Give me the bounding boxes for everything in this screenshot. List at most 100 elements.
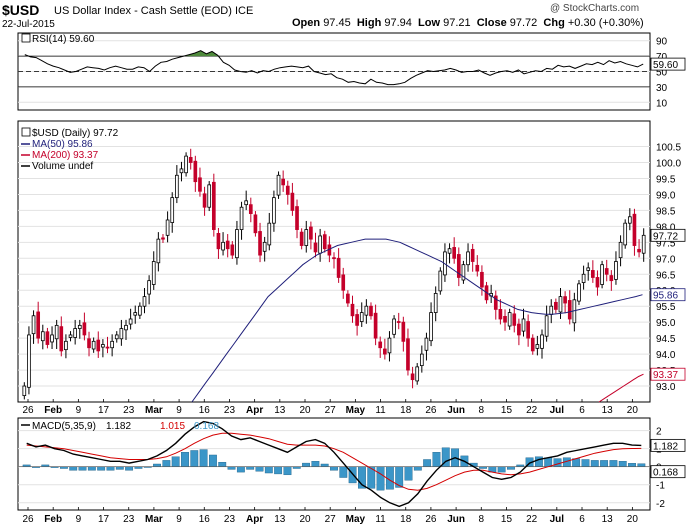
macd-histogram-bar xyxy=(162,460,171,467)
price-y-tick-label: 100.0 xyxy=(656,159,681,170)
candle-body xyxy=(429,312,433,342)
candle-body xyxy=(258,231,262,256)
watermark: @ StockCharts.com xyxy=(550,3,640,14)
price-x-tick-label: 26 xyxy=(22,405,34,416)
price-candle xyxy=(285,180,290,205)
macd-x-tick-label: 13 xyxy=(274,514,286,525)
candle-body xyxy=(558,296,563,313)
macd-histogram-bar xyxy=(153,463,161,467)
price-y-tick-label: 96.5 xyxy=(656,270,676,281)
candle-body xyxy=(40,331,45,342)
macd-x-tick-label: 26 xyxy=(425,514,437,525)
candle-body xyxy=(438,270,443,292)
price-candle xyxy=(424,332,429,361)
candle-body xyxy=(600,264,604,285)
price-candle xyxy=(637,239,641,258)
macd-histogram-bar xyxy=(236,466,245,473)
price-x-tick-label: 13 xyxy=(602,405,614,416)
price-candle xyxy=(138,302,142,319)
candle-body xyxy=(378,341,383,349)
candle-body xyxy=(184,155,188,174)
macd-histogram-bar xyxy=(283,466,292,476)
macd-x-tick-label: 18 xyxy=(400,514,412,525)
candle-body xyxy=(105,346,110,349)
candle-body xyxy=(447,248,452,254)
macd-x-tick-label: 20 xyxy=(299,514,311,525)
price-candle xyxy=(563,291,567,314)
candle-body xyxy=(577,283,581,302)
macd-x-tick-label: 8 xyxy=(478,514,484,525)
high-label: High xyxy=(356,17,382,29)
price-candle xyxy=(369,302,373,320)
close-value: 97.72 xyxy=(509,17,538,29)
price-y-tick-label: 100.5 xyxy=(656,143,681,154)
price-candle xyxy=(452,237,457,264)
candle-body xyxy=(493,295,498,310)
candle-body xyxy=(253,214,258,234)
rsi-current-label: 59.60 xyxy=(650,57,686,71)
low-value: 97.21 xyxy=(443,17,471,29)
price-x-tick-label: 16 xyxy=(199,405,211,416)
price-legend-ma50: MA(50) 95.86 xyxy=(32,139,93,150)
candle-body xyxy=(151,261,156,285)
rsi-y-tick-label: 90 xyxy=(656,37,668,48)
macd-x-tick-label: 9 xyxy=(76,514,82,525)
price-y-tick-label: 97.0 xyxy=(656,254,676,265)
price-candle xyxy=(378,336,383,358)
price-candle xyxy=(207,181,212,212)
price-legend-volume: Volume undef xyxy=(32,161,93,172)
macd-histogram-bar xyxy=(600,460,609,467)
price-candle xyxy=(96,331,101,358)
candle-body xyxy=(480,271,484,288)
price-candle xyxy=(535,335,540,356)
price-candle xyxy=(461,260,466,284)
candle-body xyxy=(128,318,133,325)
price-candle xyxy=(355,309,359,336)
candle-body xyxy=(244,200,249,206)
candle-body xyxy=(581,273,586,283)
macd-histogram-bar xyxy=(125,466,134,471)
price-candle xyxy=(225,234,230,258)
candle-body xyxy=(332,257,336,260)
macd-x-tick-label: Apr xyxy=(246,514,263,525)
macd-legend-signal-value: 1.015 xyxy=(160,421,185,432)
candle-body xyxy=(475,264,480,272)
price-candle xyxy=(161,234,165,243)
price-x-tick-label: Feb xyxy=(44,405,62,416)
price-candle xyxy=(419,345,424,373)
price-candle xyxy=(373,304,378,346)
macd-histogram-bar xyxy=(423,459,432,467)
price-candle xyxy=(309,221,313,250)
price-candle xyxy=(336,248,341,283)
price-candle xyxy=(188,148,193,170)
candle-body xyxy=(318,235,322,254)
candle-body xyxy=(627,216,632,224)
price-candle xyxy=(239,201,244,240)
price-y-tick-label: 97.5 xyxy=(656,238,676,249)
macd-histogram-bar xyxy=(534,456,543,467)
price-candle xyxy=(614,251,618,285)
candle-body xyxy=(554,301,558,310)
price-candle xyxy=(142,288,147,314)
macd-histogram-bar xyxy=(404,466,413,481)
price-y-tick-label: 94.5 xyxy=(656,334,676,345)
macd-histogram-bar xyxy=(432,452,441,467)
macd-histogram-bar xyxy=(320,463,329,467)
candle-body xyxy=(235,229,239,259)
macd-histogram-bar xyxy=(106,466,115,471)
macd-x-tick-label: 27 xyxy=(325,514,337,525)
price-candle xyxy=(387,331,392,362)
candle-body xyxy=(248,204,253,215)
macd-x-tick-label: 23 xyxy=(123,514,135,525)
candle-body xyxy=(452,247,457,259)
close-label: Close xyxy=(476,17,507,29)
candle-body xyxy=(281,178,285,186)
candle-body xyxy=(299,231,304,246)
macd-x-tick-label: Jun xyxy=(447,514,465,525)
macd-histogram-bar xyxy=(553,458,562,467)
price-candle xyxy=(77,319,82,339)
price-candle xyxy=(170,192,175,233)
price-candle xyxy=(623,219,628,249)
macd-histogram-bar xyxy=(609,460,618,467)
candle-body xyxy=(147,280,151,295)
